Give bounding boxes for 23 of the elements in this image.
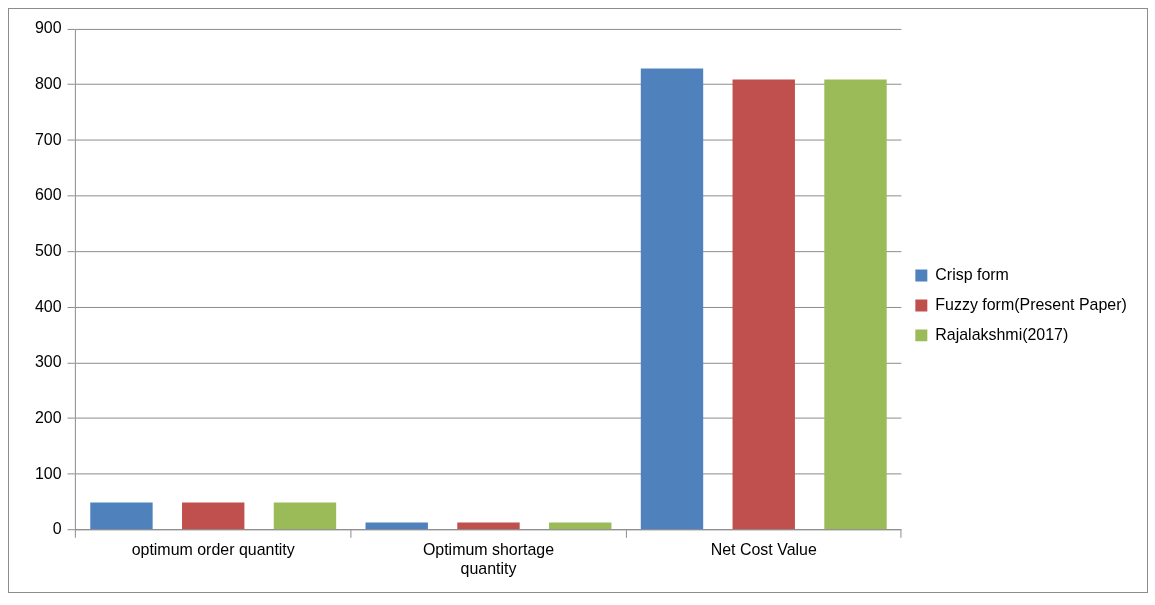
bar [640,68,704,530]
legend-label: Rajalakshmi(2017) [935,325,1069,343]
y-tick-label: 700 [34,130,62,148]
y-tick-label: 600 [34,186,62,204]
bar [824,79,887,530]
bar [732,79,795,530]
y-tick-label: 800 [34,74,62,92]
y-tick-label: 500 [34,241,62,259]
bar [182,502,245,530]
y-tick-label: 0 [52,520,62,538]
x-tick-label: optimum order quantity [131,540,295,558]
bar [90,502,153,530]
legend-label: Fuzzy form(Present Paper) [935,295,1127,313]
bar [273,502,337,530]
y-tick-label: 200 [34,408,62,426]
y-tick-label: 100 [34,464,62,482]
y-tick-label: 300 [34,353,62,371]
y-tick-label: 400 [34,297,62,315]
x-tick-label: Net Cost Value [710,540,817,558]
y-tick-label: 900 [34,19,62,37]
bar [457,522,520,530]
legend-label: Crisp form [935,265,1009,283]
x-tick-label: Optimum shortage quantity [422,540,555,577]
